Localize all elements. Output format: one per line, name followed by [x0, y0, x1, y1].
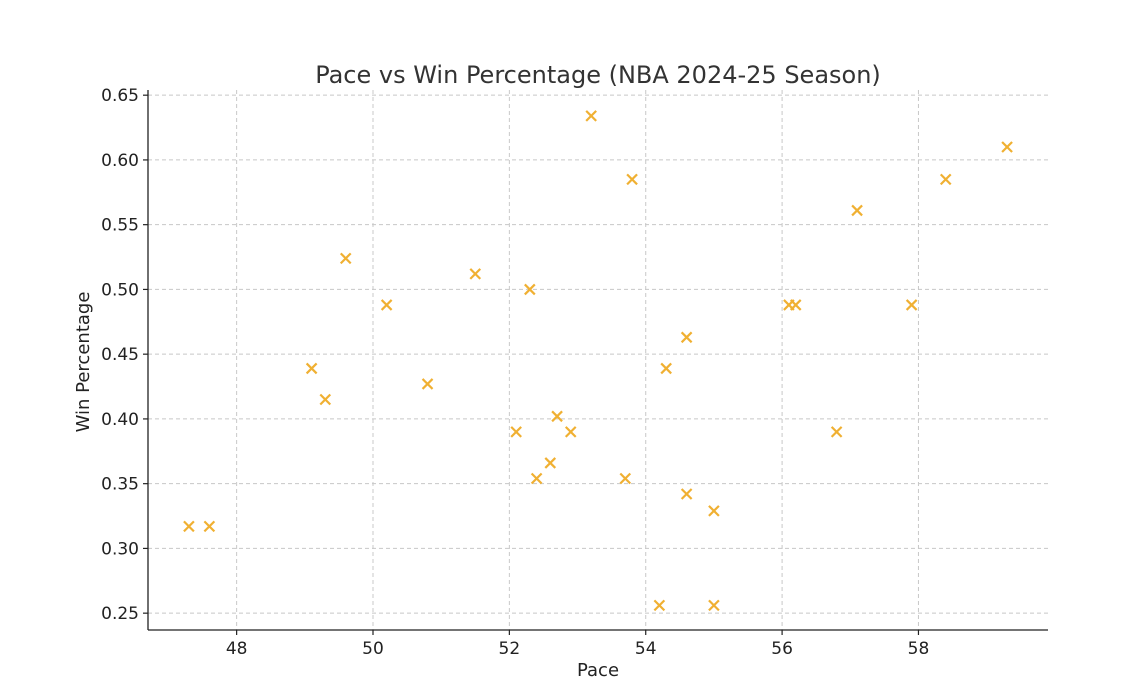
data-point: [660, 362, 672, 375]
data-point-stroke: [469, 268, 482, 280]
data-point-stroke: [619, 472, 632, 485]
y-tick-label: 0.55: [101, 216, 139, 236]
data-point-stroke: [830, 426, 843, 438]
data-point: [183, 520, 195, 533]
y-tick-label: 0.25: [101, 604, 139, 624]
x-tick-label: 50: [362, 639, 384, 659]
x-tick-label: 56: [771, 639, 793, 659]
data-point-stroke: [680, 488, 693, 500]
data-point-stroke: [530, 472, 543, 485]
data-point-stroke: [585, 110, 597, 122]
data-point-stroke: [708, 505, 720, 517]
data-point-stroke: [544, 457, 557, 469]
data-point-stroke: [305, 362, 318, 375]
data-point: [905, 299, 918, 311]
y-tick-label: 0.60: [101, 151, 139, 171]
data-point: [551, 410, 563, 423]
y-tick-label: 0.50: [101, 280, 139, 300]
data-point-stroke: [1001, 141, 1013, 153]
data-point: [653, 599, 666, 612]
data-point-stroke: [319, 393, 332, 406]
y-tick-label: 0.30: [101, 539, 139, 559]
y-tick-label: 0.65: [101, 86, 139, 106]
y-tick-label: 0.40: [101, 410, 139, 430]
data-point-stroke: [564, 426, 577, 438]
axes: [147, 90, 1048, 631]
data-point-stroke: [183, 520, 195, 533]
data-point-stroke: [851, 204, 863, 217]
data-point: [421, 378, 434, 390]
grid: [148, 90, 1048, 630]
data-point-stroke: [789, 299, 802, 311]
data-point-stroke: [421, 378, 434, 390]
data-point: [305, 362, 318, 375]
data-point-stroke: [680, 331, 693, 344]
data-points: [183, 110, 1013, 612]
x-axis-label: Pace: [577, 660, 619, 681]
data-point: [510, 426, 522, 438]
x-tick-label: 48: [226, 639, 248, 659]
data-point: [619, 472, 632, 485]
data-point: [789, 299, 802, 311]
data-point: [851, 204, 863, 217]
ticks: 48 50 52 54 56 58 0.25 0.30 0.35 0.40 0.45 0.50 0.55…: [101, 86, 929, 659]
data-point: [708, 599, 720, 612]
data-point-stroke: [653, 599, 666, 612]
data-point: [469, 268, 482, 280]
data-point: [585, 110, 597, 122]
data-point: [680, 331, 693, 344]
x-tick-label: 52: [499, 639, 521, 659]
data-point-stroke: [905, 299, 918, 311]
x-tick-label: 54: [635, 639, 657, 659]
y-tick-label: 0.45: [101, 345, 139, 365]
data-point: [1001, 141, 1013, 153]
data-point: [544, 457, 557, 469]
data-point: [708, 505, 720, 517]
data-point: [203, 520, 216, 533]
data-point-stroke: [339, 252, 352, 265]
data-point: [319, 393, 332, 406]
data-point-stroke: [939, 173, 952, 186]
x-tick-label: 58: [908, 639, 930, 659]
y-axis-label: Win Percentage: [73, 292, 94, 433]
data-point: [380, 299, 393, 311]
data-point-stroke: [626, 173, 638, 186]
data-point-stroke: [551, 410, 563, 423]
data-point-stroke: [708, 599, 720, 612]
data-point-stroke: [203, 520, 216, 533]
y-tick-label: 0.35: [101, 475, 139, 495]
chart-title: Pace vs Win Percentage (NBA 2024-25 Seas…: [315, 61, 881, 89]
data-point: [339, 252, 352, 265]
data-point: [939, 173, 952, 186]
data-point: [524, 283, 536, 296]
data-point: [530, 472, 543, 485]
data-point-stroke: [524, 283, 536, 296]
data-point: [680, 488, 693, 500]
data-point-stroke: [510, 426, 522, 438]
data-point: [626, 173, 638, 186]
data-point: [830, 426, 843, 438]
data-point-stroke: [380, 299, 393, 311]
data-point-stroke: [660, 362, 672, 375]
data-point: [564, 426, 577, 438]
